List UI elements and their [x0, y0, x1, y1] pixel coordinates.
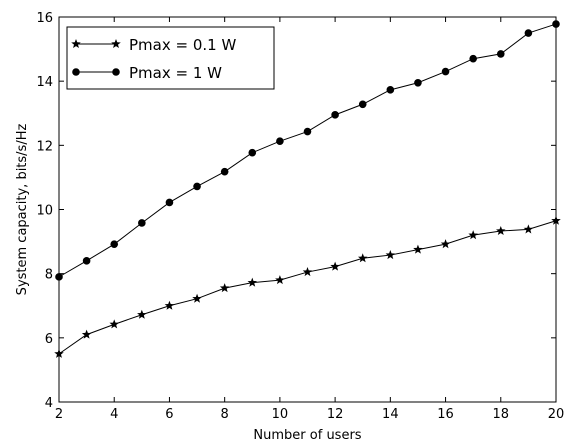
data-point	[276, 137, 284, 145]
data-point	[413, 244, 423, 254]
series-pmax-1w	[55, 20, 560, 281]
data-point	[81, 329, 92, 339]
x-tick-label: 10	[272, 407, 289, 422]
data-point	[331, 111, 339, 119]
data-point	[358, 100, 367, 109]
legend: Pmax = 0.1 W Pmax = 1 W	[66, 26, 275, 90]
legend-label: Pmax = 1 W	[129, 64, 222, 82]
y-tick-label: 14	[36, 75, 53, 90]
data-point	[468, 230, 478, 240]
x-tick-label: 8	[221, 407, 229, 422]
data-point	[524, 29, 533, 37]
data-point	[110, 240, 119, 248]
x-tick-label: 2	[55, 407, 63, 422]
x-tick-label: 6	[165, 407, 173, 422]
y-tick-label: 10	[36, 204, 53, 219]
legend-label: Pmax = 0.1 W	[129, 36, 236, 54]
x-tick-label: 12	[327, 407, 344, 422]
data-point	[82, 257, 91, 265]
data-point	[138, 219, 146, 227]
data-point	[496, 50, 505, 58]
y-tick-label: 8	[45, 268, 53, 283]
data-point	[137, 309, 147, 319]
legend-item: Pmax = 1 W	[72, 64, 222, 82]
y-tick-label: 4	[45, 396, 53, 411]
y-axis-label: System capacity, bits/s/Hz	[15, 124, 30, 296]
series-pmax-0-1w	[54, 215, 561, 358]
data-point	[109, 319, 119, 329]
data-point	[165, 198, 174, 207]
data-point	[469, 54, 477, 63]
legend-marker	[71, 39, 81, 49]
x-tick-label: 4	[110, 407, 118, 422]
y-tick-label: 16	[36, 11, 53, 26]
data-point	[523, 224, 534, 234]
legend-entries: Pmax = 0.1 W Pmax = 1 W	[71, 36, 236, 82]
data-point	[330, 261, 340, 271]
data-point	[247, 277, 258, 287]
data-point	[385, 250, 396, 260]
legend-item: Pmax = 0.1 W	[71, 36, 236, 54]
y-tick-label: 12	[36, 139, 53, 154]
data-point	[248, 148, 257, 157]
data-point	[219, 283, 230, 293]
data-point	[302, 267, 313, 277]
series-line	[58, 220, 557, 355]
x-axis-label: Number of users	[253, 428, 361, 443]
data-point	[164, 300, 175, 310]
y-tick-label: 6	[45, 332, 53, 347]
x-tick-label: 14	[382, 407, 399, 422]
data-point	[193, 182, 201, 191]
data-point	[386, 86, 395, 94]
legend-box	[66, 26, 275, 90]
data-point	[275, 275, 285, 285]
x-tick-label: 20	[548, 407, 565, 422]
data-point	[496, 226, 506, 236]
data-point	[441, 67, 450, 76]
legend-marker	[72, 68, 80, 76]
data-point	[414, 78, 422, 87]
data-point	[192, 293, 202, 303]
data-point	[357, 253, 368, 263]
series-layer	[54, 20, 561, 358]
data-point	[440, 239, 451, 249]
legend-marker	[111, 39, 121, 49]
legend-marker	[112, 68, 120, 76]
data-point	[303, 127, 312, 136]
x-tick-label: 18	[493, 407, 510, 422]
data-point	[220, 167, 229, 176]
x-tick-label: 16	[437, 407, 454, 422]
